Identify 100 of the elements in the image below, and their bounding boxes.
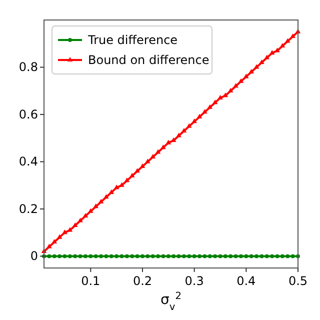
- point: [114, 184, 120, 190]
- point: [186, 123, 192, 128]
- point: [172, 254, 176, 258]
- point: [280, 42, 286, 48]
- x-tick-label: 0.3: [184, 274, 204, 288]
- point: [254, 254, 258, 258]
- point: [73, 254, 78, 258]
- point: [208, 254, 212, 258]
- point: [94, 254, 98, 258]
- point: [140, 163, 146, 168]
- point: [275, 254, 280, 258]
- point: [93, 204, 98, 208]
- point: [47, 254, 52, 258]
- point: [114, 254, 119, 258]
- point: [192, 254, 196, 258]
- point: [161, 254, 166, 258]
- point: [124, 178, 130, 182]
- x-tick-label: 0.1: [81, 274, 100, 288]
- point: [239, 254, 243, 258]
- point: [84, 254, 88, 258]
- point: [78, 218, 83, 222]
- point: [218, 94, 223, 100]
- point: [196, 114, 202, 118]
- point: [52, 254, 56, 258]
- point: [176, 254, 181, 258]
- point: [290, 33, 296, 38]
- point: [155, 149, 161, 154]
- point: [146, 254, 150, 258]
- point: [104, 194, 109, 199]
- point: [254, 64, 260, 69]
- point: [234, 254, 238, 258]
- point: [260, 254, 264, 258]
- point: [150, 154, 156, 159]
- point: [270, 254, 274, 258]
- point: [156, 254, 160, 258]
- y-tick-label: 0.4: [18, 154, 38, 169]
- point: [228, 254, 233, 258]
- point: [198, 254, 202, 258]
- point: [150, 254, 155, 258]
- point: [135, 254, 140, 258]
- point: [285, 38, 290, 43]
- point: [120, 254, 124, 258]
- point: [78, 254, 82, 258]
- point: [62, 254, 67, 258]
- y-tick-label: 0.6: [18, 107, 38, 122]
- point: [269, 50, 275, 55]
- point: [46, 244, 52, 248]
- point: [129, 172, 135, 178]
- x-tick-label: 0.4: [236, 274, 256, 288]
- point: [280, 254, 284, 258]
- point: [264, 54, 270, 60]
- point: [108, 189, 114, 194]
- point: [130, 254, 134, 258]
- point: [104, 254, 108, 258]
- point: [124, 254, 129, 258]
- point: [160, 144, 166, 150]
- point: [52, 238, 57, 244]
- point: [249, 254, 254, 258]
- point: [192, 118, 197, 124]
- point: [88, 254, 93, 258]
- point: [244, 254, 248, 258]
- point: [248, 68, 254, 74]
- point: [187, 254, 192, 258]
- point: [218, 254, 222, 258]
- point: [82, 213, 88, 218]
- point: [244, 74, 249, 78]
- point: [238, 78, 244, 83]
- point: [259, 59, 264, 64]
- point: [286, 254, 290, 258]
- point: [233, 83, 238, 88]
- legend-label: True difference: [87, 33, 178, 47]
- point: [176, 132, 182, 138]
- point: [134, 168, 140, 173]
- point: [140, 254, 144, 258]
- point: [264, 254, 269, 258]
- point: [68, 254, 72, 258]
- point: [166, 254, 170, 258]
- y-tick-label: 0.2: [18, 202, 38, 216]
- point: [212, 100, 218, 104]
- point: [62, 230, 68, 234]
- point: [213, 254, 218, 258]
- point: [99, 254, 103, 258]
- point: [109, 254, 114, 258]
- point: [207, 104, 213, 109]
- y-tick-label: 0: [30, 249, 38, 264]
- legend-label: Bound on difference: [88, 53, 210, 67]
- point: [228, 88, 234, 92]
- point: [202, 254, 207, 258]
- point: [98, 198, 104, 204]
- point: [181, 128, 187, 133]
- point: [58, 254, 62, 258]
- point: [166, 140, 172, 144]
- x-tick-label: 0.5: [288, 274, 308, 288]
- point: [56, 234, 62, 239]
- x-tick-label: 0.2: [132, 274, 152, 288]
- point: [223, 254, 228, 258]
- point: [202, 109, 208, 114]
- point: [182, 254, 186, 258]
- y-tick-label: 0.8: [18, 60, 38, 74]
- point: [72, 222, 78, 228]
